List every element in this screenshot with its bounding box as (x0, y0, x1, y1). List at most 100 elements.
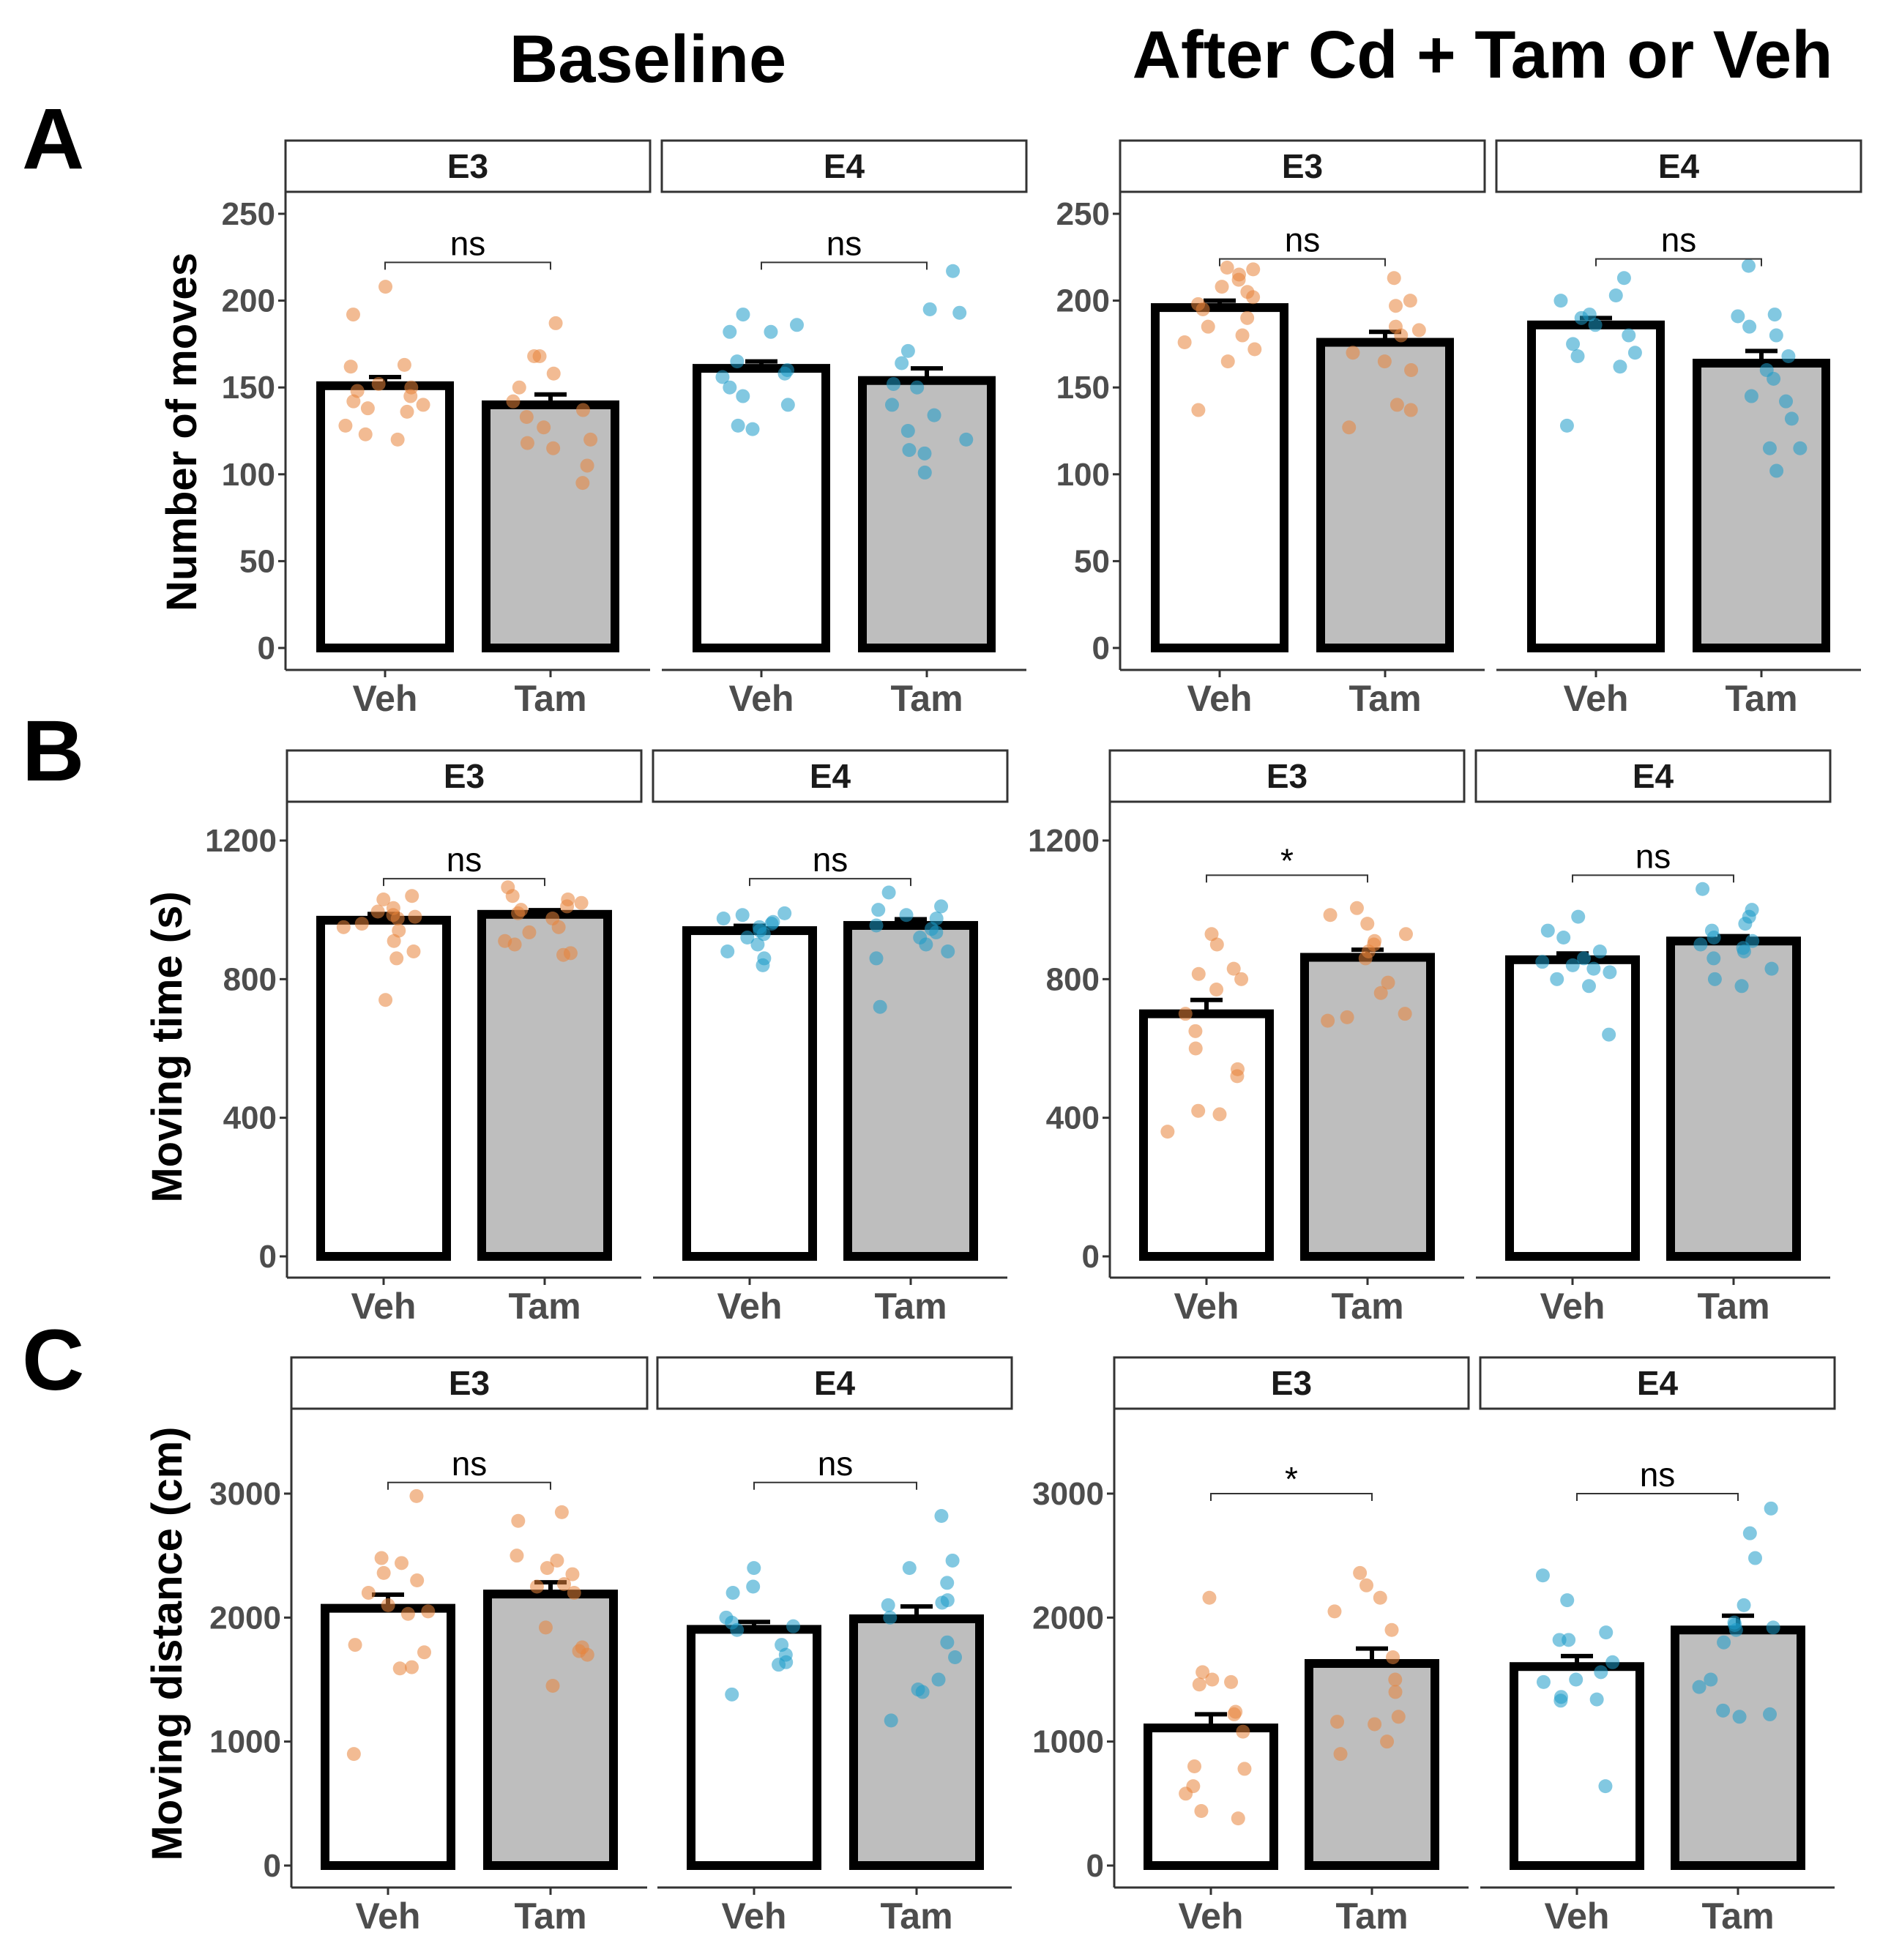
data-point (378, 993, 393, 1007)
data-point (1706, 951, 1721, 966)
data-point (583, 432, 598, 447)
data-point (747, 1561, 761, 1576)
y-tick-label: 2000 (209, 1600, 281, 1636)
data-point (1622, 328, 1636, 343)
bar-tam (1300, 953, 1435, 1261)
significance-bracket (1210, 1493, 1373, 1501)
data-point (1781, 349, 1796, 364)
data-point (1373, 985, 1388, 1000)
data-point (1330, 1715, 1345, 1729)
significance-label: ns (1640, 1456, 1676, 1494)
data-point (537, 420, 551, 435)
data-point (1373, 1590, 1387, 1605)
x-tick-label: Veh (722, 1896, 787, 1937)
y-tick-label: 1000 (1032, 1724, 1104, 1760)
data-point (529, 1579, 544, 1594)
data-point (1403, 403, 1418, 417)
data-point (927, 408, 941, 422)
data-point (556, 947, 571, 962)
y-tick-label: 1200 (205, 823, 277, 859)
data-point (1212, 1107, 1227, 1122)
bar-veh (693, 364, 830, 652)
panel-c-after: 0 1000 2000 3000 E3 Veh Tam * E4 Veh Tam ns (1032, 1356, 1836, 1937)
data-point (873, 999, 887, 1014)
data-point (1692, 1680, 1706, 1694)
panel-a-baseline: 0 50 100 150 200 250 E3 Veh Tam ns E4 Veh Tam ns (222, 139, 1028, 719)
facet-strip-label: E3 (447, 147, 488, 185)
data-point (1744, 389, 1758, 403)
significance-bracket (761, 261, 928, 270)
facet-e3: E3 Veh Tam ns (286, 749, 643, 1327)
y-tick-label: 3000 (209, 1476, 281, 1512)
x-tick-label: Veh (717, 1286, 783, 1327)
data-point (400, 1606, 415, 1621)
data-point (387, 934, 401, 948)
data-point (917, 446, 932, 461)
y-tick-label: 0 (1082, 1239, 1100, 1275)
data-point (915, 1685, 930, 1699)
facet-strip-label: E4 (814, 1364, 856, 1402)
data-point (1192, 1677, 1206, 1692)
data-point (745, 422, 760, 436)
data-point (786, 1619, 801, 1633)
data-point (780, 398, 795, 412)
significance-label: ns (452, 1445, 488, 1483)
data-point (940, 1635, 955, 1650)
data-point (1627, 346, 1642, 360)
data-point (1693, 937, 1708, 952)
data-point (371, 376, 386, 391)
y-tick-label: 400 (223, 1100, 277, 1136)
facet-strip (1495, 139, 1862, 193)
facet-strip (1113, 1356, 1470, 1410)
data-point (1209, 937, 1224, 952)
data-point (376, 892, 391, 906)
data-point (899, 908, 914, 923)
data-point (1368, 1717, 1382, 1732)
data-point (1177, 335, 1192, 350)
data-point (511, 1513, 526, 1528)
data-point (900, 343, 915, 358)
data-point (538, 1620, 553, 1635)
data-point (1323, 908, 1338, 923)
bar-veh (1510, 1662, 1644, 1870)
data-point (1594, 1665, 1608, 1680)
data-point (1613, 359, 1627, 374)
data-point (884, 1713, 898, 1728)
data-point (1592, 944, 1607, 958)
data-point (512, 380, 526, 395)
facet-e3: E3 Veh Tam ns (1119, 139, 1486, 719)
significance-bracket (1572, 874, 1734, 883)
bar-veh (682, 926, 817, 1261)
x-tick-label: Veh (1545, 1896, 1610, 1937)
data-point (1731, 309, 1745, 324)
data-point (1598, 1779, 1613, 1794)
data-point (505, 889, 520, 903)
significance-label: ns (450, 224, 486, 262)
data-point (1603, 965, 1617, 980)
y-tick-label: 150 (1056, 370, 1110, 406)
y-tick-label: 100 (222, 457, 275, 493)
data-point (1191, 1103, 1206, 1118)
data-point (1540, 923, 1555, 938)
data-point (1220, 261, 1234, 275)
y-axis-label-moving-time: Moving time (s) (143, 891, 191, 1202)
column-title-baseline: Baseline (510, 22, 786, 97)
data-point (1577, 951, 1592, 966)
data-point (1741, 258, 1756, 273)
data-point (723, 380, 737, 395)
facet-e4: E4 Veh Tam ns (1495, 139, 1862, 719)
data-point (1762, 441, 1777, 455)
data-point (910, 380, 925, 395)
facet-e4: E4 Veh Tam ns (660, 139, 1028, 719)
data-point (1394, 328, 1409, 343)
data-point (361, 1585, 376, 1600)
data-point (1358, 951, 1373, 966)
data-point (1236, 1724, 1250, 1739)
data-point (1737, 944, 1751, 958)
data-point (1388, 1685, 1403, 1699)
data-point (546, 441, 561, 455)
data-point (1559, 418, 1574, 433)
y-tick-label: 0 (1092, 630, 1110, 666)
data-point (1246, 290, 1261, 305)
data-point (1386, 1650, 1400, 1665)
